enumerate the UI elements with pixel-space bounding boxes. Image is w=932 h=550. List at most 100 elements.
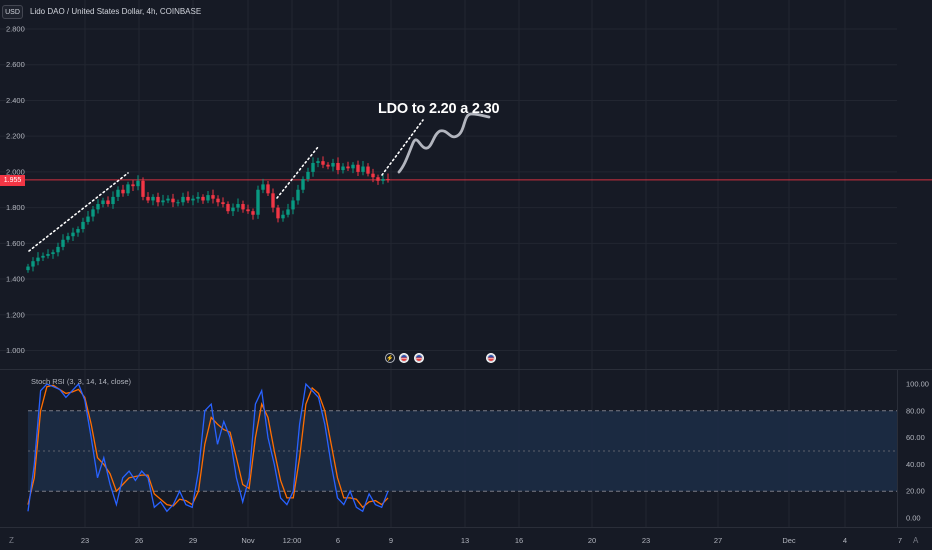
candle[interactable] [241,200,245,213]
candle[interactable] [366,163,370,177]
candle[interactable] [51,249,55,259]
candle[interactable] [196,192,200,203]
candle[interactable] [321,156,325,169]
candle-body [61,239,65,247]
candle[interactable] [36,252,40,266]
candle[interactable] [351,162,355,174]
candle[interactable] [381,174,385,185]
candle[interactable] [216,195,220,207]
price-axis[interactable]: 2.800 2.600 2.400 2.200 2.000 1.800 1.600 1.400… [6,25,25,356]
trend-line-1[interactable] [28,172,129,252]
trend-drawings[interactable] [28,119,424,252]
candle[interactable] [291,197,295,215]
candle[interactable] [306,167,310,182]
candle[interactable] [251,208,255,220]
candle[interactable] [356,160,360,176]
candle[interactable] [371,168,375,183]
candle-body [286,209,290,215]
candle[interactable] [66,232,70,243]
candle[interactable] [141,177,145,201]
candle[interactable] [191,195,195,206]
candle-body [221,202,225,205]
candle[interactable] [161,194,165,206]
candle[interactable] [26,263,30,273]
candle[interactable] [91,206,95,222]
candle[interactable] [181,192,185,206]
candle[interactable] [271,188,275,213]
candle[interactable] [236,198,240,212]
candle[interactable] [131,180,135,192]
candle[interactable] [336,157,340,175]
candle[interactable] [81,217,85,233]
us-flag-event-icon[interactable] [414,353,424,363]
candle[interactable] [206,191,210,204]
candle[interactable] [211,189,215,204]
auto-scale-icon[interactable]: A [913,536,919,545]
candle[interactable] [46,249,50,259]
candle[interactable] [156,192,160,207]
candle[interactable] [341,163,345,174]
candle[interactable] [56,242,60,257]
projection-curve[interactable] [397,112,491,174]
candle[interactable] [96,199,100,214]
candle[interactable] [71,227,75,242]
candle[interactable] [201,194,205,204]
candle[interactable] [281,210,285,222]
stoch-k-line[interactable] [27,382,389,513]
chart-annotation-text[interactable]: LDO to 2.20 a 2.30 [378,101,500,117]
candle[interactable] [151,194,155,206]
candle[interactable] [326,162,330,170]
candle[interactable] [146,192,150,204]
trend-line-2[interactable] [276,146,319,199]
time-tick-label: 4 [843,536,847,545]
candle[interactable] [76,226,80,237]
stoch-d-line[interactable] [27,384,389,509]
candle[interactable] [311,157,315,177]
candle[interactable] [261,178,265,194]
candle[interactable] [301,176,305,194]
rsi-axis[interactable]: 100.00 80.00 60.00 40.00 20.00 0.00 [906,380,929,523]
rsi-indicator-title[interactable]: Stoch RSI (3, 3, 14, 14, close) [31,377,132,386]
candle[interactable] [86,211,90,225]
candle[interactable] [176,199,180,207]
candle[interactable] [286,203,290,218]
candle[interactable] [111,191,115,209]
us-flag-event-icon[interactable] [486,353,496,363]
candle[interactable] [226,201,230,214]
candle[interactable] [106,196,110,207]
symbol-title[interactable]: Lido DAO / United States Dollar, 4h, COI… [30,7,202,16]
candle[interactable] [331,158,335,172]
currency-button[interactable]: USD [2,5,23,19]
candle[interactable] [186,191,190,204]
candle[interactable] [361,160,365,176]
candle[interactable] [221,197,225,208]
candle[interactable] [246,204,250,214]
rsi-tick-label: 100.00 [906,380,929,389]
candle[interactable] [346,161,350,171]
candle[interactable] [41,252,45,262]
candle[interactable] [121,184,125,197]
candle[interactable] [136,175,140,191]
candle[interactable] [101,197,105,208]
candle[interactable] [266,180,270,197]
candle[interactable] [256,185,260,219]
timezone-icon[interactable]: Z [9,536,14,545]
candle[interactable] [386,173,390,183]
candle[interactable] [296,184,300,205]
time-axis[interactable]: 23 26 29 Nov 12:00 6 9 13 16 20 23 27 Dec 4 7 [81,536,902,545]
candle[interactable] [31,257,35,272]
candle[interactable] [376,174,380,185]
candle[interactable] [171,193,175,208]
us-flag-event-icon[interactable] [399,353,409,363]
candle[interactable] [116,186,120,202]
candle[interactable] [276,204,280,223]
lightning-event-icon[interactable]: ⚡ [385,353,395,363]
candle[interactable] [126,181,130,197]
candle[interactable] [166,195,170,204]
candle[interactable] [231,203,235,217]
candle-body [386,179,390,181]
candlestick-series[interactable] [26,156,390,273]
candle[interactable] [316,157,320,168]
candle[interactable] [61,234,65,251]
